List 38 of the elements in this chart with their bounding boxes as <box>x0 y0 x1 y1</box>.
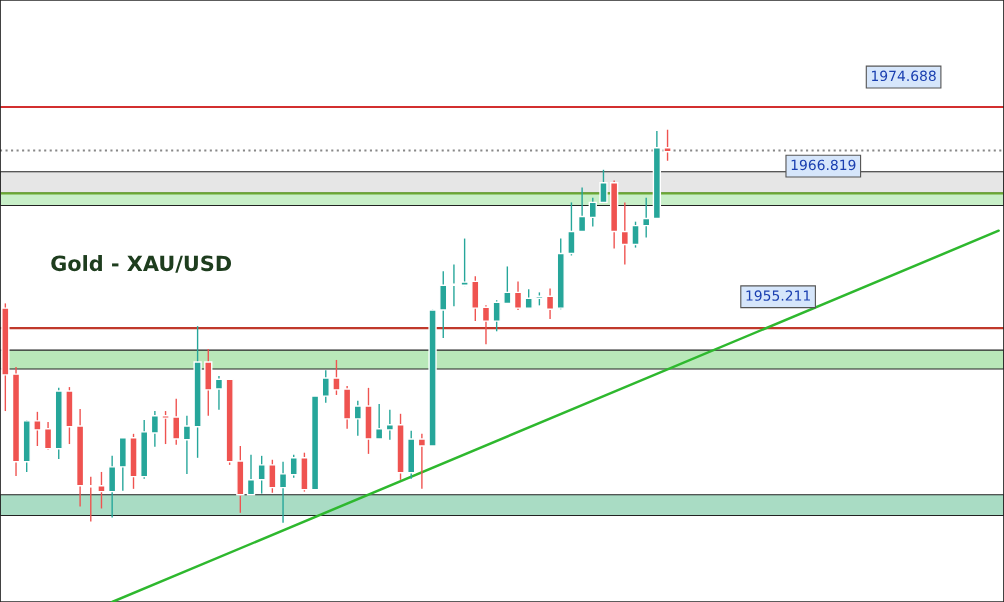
annotation: 1955.211 <box>746 290 810 301</box>
candlestick <box>577 186 587 233</box>
candlestick <box>268 459 277 494</box>
candlestick <box>417 433 427 490</box>
candlestick <box>460 237 469 287</box>
candlestick <box>172 398 181 446</box>
candlestick <box>642 197 651 239</box>
candlestick <box>246 453 256 496</box>
candlestick <box>567 201 576 257</box>
candlestick <box>43 421 53 451</box>
candlestick <box>663 129 672 162</box>
candlestick <box>353 400 362 437</box>
candlestick <box>332 359 341 396</box>
candlestick <box>321 369 330 404</box>
candlestick <box>588 197 597 228</box>
candlestick <box>278 461 288 524</box>
candlestick <box>492 299 501 332</box>
text: 1974.688 <box>871 70 936 82</box>
candlestick <box>620 201 629 266</box>
candlestick <box>33 411 42 447</box>
candlestick <box>545 287 555 320</box>
candlestick <box>631 220 640 249</box>
text: Gold - XAU/USD <box>51 255 232 273</box>
candlestick <box>385 409 395 441</box>
candlestick <box>161 410 170 445</box>
candlestick <box>524 288 533 309</box>
candlestick <box>513 280 523 311</box>
candlestick <box>481 304 491 345</box>
candlestick <box>599 169 608 204</box>
candlestick <box>289 453 298 479</box>
annotation: 1966.819 <box>791 159 856 171</box>
candlestick <box>375 403 384 440</box>
candlestick <box>97 471 106 510</box>
candlestick <box>257 455 266 495</box>
candlestick <box>214 375 224 411</box>
candlestick <box>503 265 512 305</box>
candlestick <box>182 415 192 475</box>
candlestick <box>150 410 160 448</box>
